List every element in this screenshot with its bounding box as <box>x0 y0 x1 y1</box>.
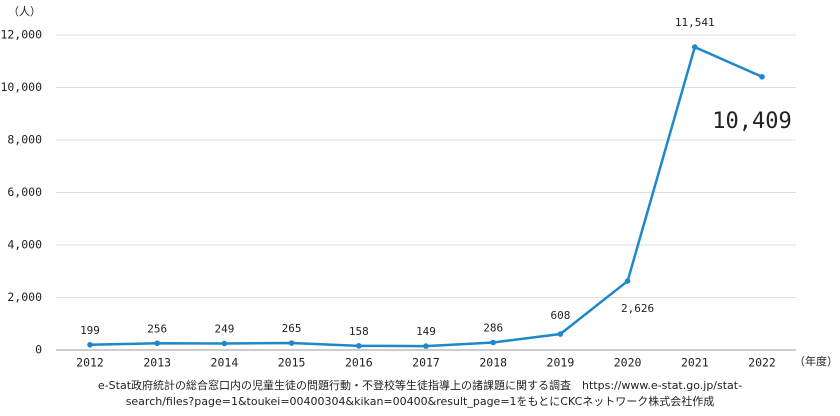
data-label: 2,626 <box>621 302 654 315</box>
x-tick-label: 2014 <box>211 356 239 370</box>
point <box>221 340 228 347</box>
x-tick-label: 2013 <box>143 356 171 370</box>
x-tick-label: 2021 <box>681 356 709 370</box>
point <box>557 331 564 337</box>
data-label: 11,541 <box>675 16 715 29</box>
point <box>759 73 765 80</box>
data-label: 608 <box>550 309 570 322</box>
line <box>89 45 763 348</box>
point <box>288 340 295 346</box>
y-unit: （人） <box>8 5 41 18</box>
x-tick-label: 2022 <box>748 356 776 370</box>
y-tick-label: 4,000 <box>7 238 42 252</box>
x-tick-label: 2016 <box>345 356 373 370</box>
y-tick-label: 6,000 <box>7 185 42 199</box>
y-tick-label: 0 <box>35 343 42 357</box>
point <box>423 343 429 349</box>
data-label: 286 <box>483 321 503 334</box>
point <box>692 44 698 50</box>
point <box>87 341 93 348</box>
data-label: 199 <box>80 324 100 337</box>
data-label: 158 <box>349 325 369 338</box>
data-label: 10,409 <box>712 109 791 134</box>
y-tick-label: 8,000 <box>7 133 42 147</box>
point <box>356 343 362 349</box>
source: e-Stat政府統計の総合窓口内の児童生徒の問題行動・不登校等生徒指導上の諸課題… <box>98 378 742 392</box>
data-label: 256 <box>147 322 167 335</box>
data-label: 265 <box>282 322 302 335</box>
x-tick-label: 2018 <box>479 356 507 370</box>
y-tick-label: 2,000 <box>7 290 42 304</box>
x-tick-label: 2015 <box>278 356 306 370</box>
x-tick-label: 2012 <box>76 356 104 370</box>
x-tick-label: 2019 <box>547 356 575 370</box>
x-tick-label: 2017 <box>412 356 440 370</box>
y-tick-label: 10,000 <box>0 80 42 94</box>
point <box>490 339 497 346</box>
x-unit: （年度） <box>794 354 838 368</box>
point <box>624 278 631 284</box>
y-tick-label: 12,000 <box>0 28 42 42</box>
data-label: 249 <box>214 322 234 335</box>
source: search/files?page=1&toukei=00400304&kika… <box>126 394 715 408</box>
x-tick-label: 2020 <box>614 356 642 370</box>
point <box>154 340 160 347</box>
data-label: 149 <box>416 325 436 338</box>
